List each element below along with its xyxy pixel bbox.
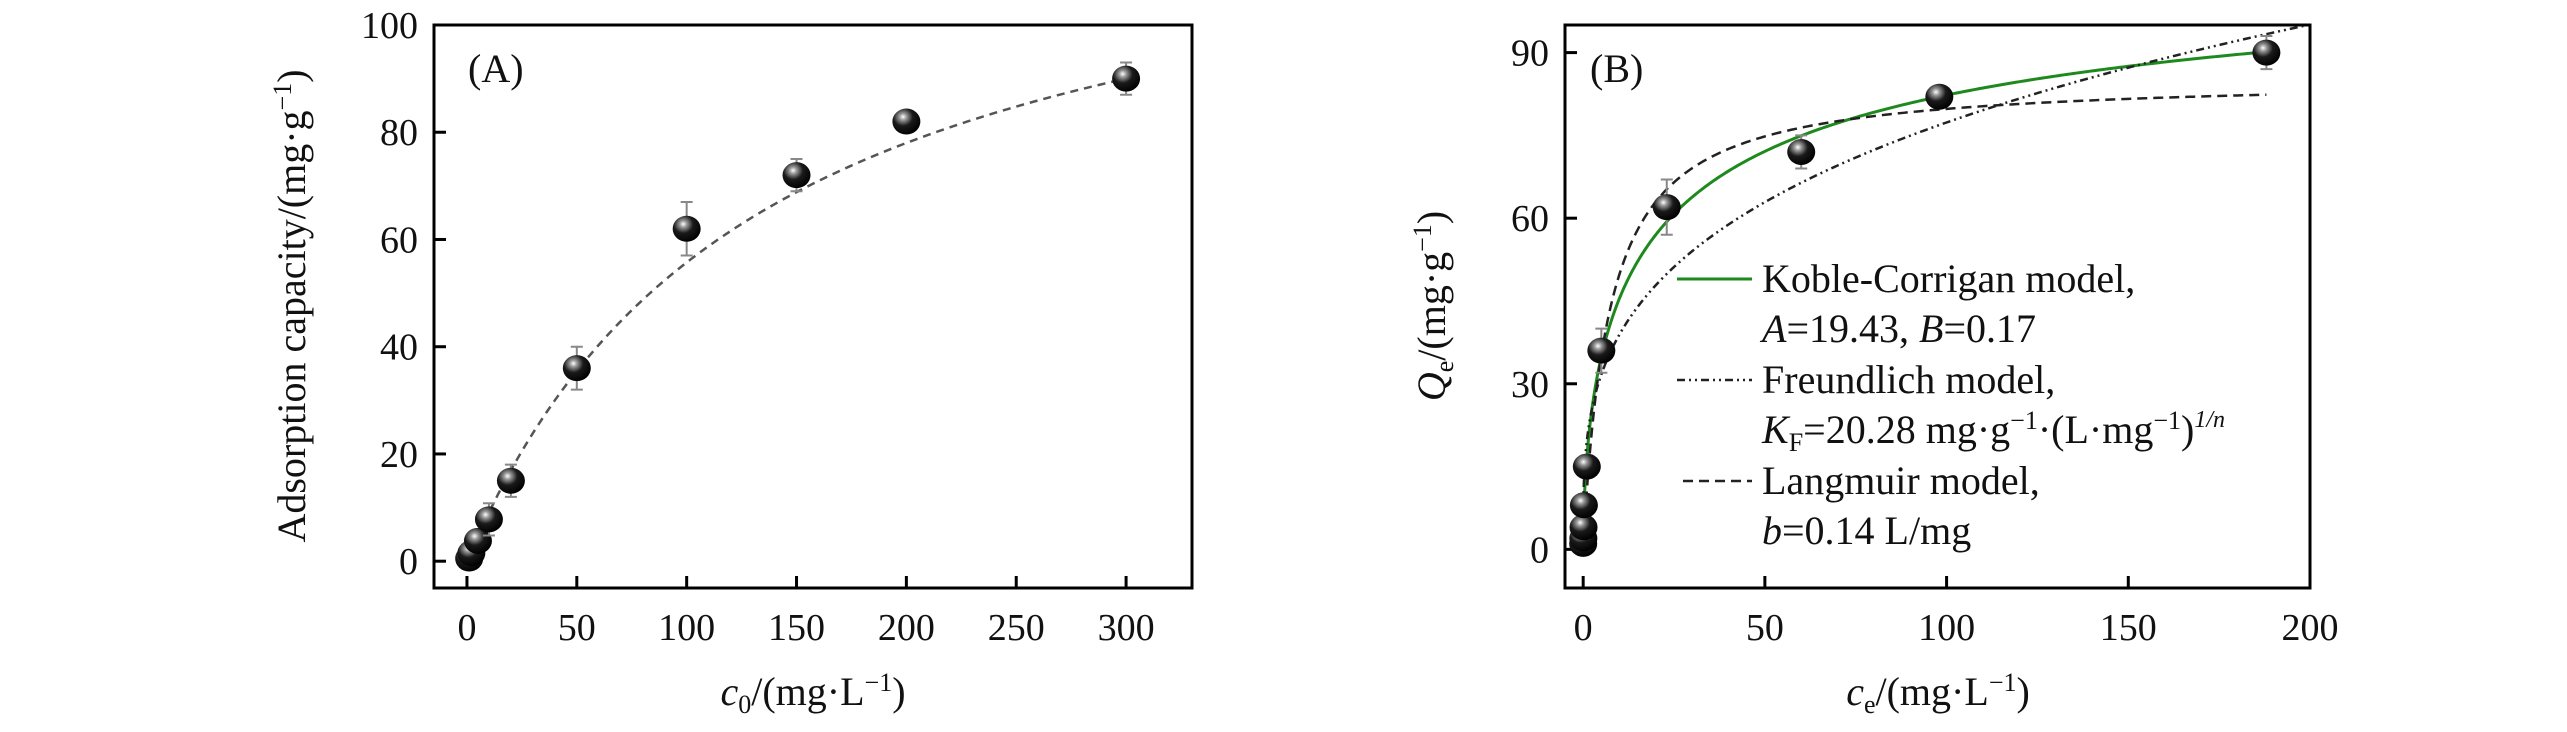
panel-label-b: (B) [1590, 46, 1643, 91]
data-point [1652, 194, 1681, 221]
panel-label-a: (A) [468, 46, 524, 91]
y-axis-label-a: Adsorption capacity/(mg·g−1) [268, 69, 314, 542]
model-curves-b [1581, 26, 2309, 550]
data-point [1787, 138, 1816, 165]
y-tick-label: 60 [1511, 198, 1549, 240]
data-point [562, 355, 591, 382]
data-point [1112, 65, 1141, 92]
legend: Koble-Corrigan model, A=19.43, B=0.17 Fr… [1677, 256, 2225, 553]
data-point [1925, 83, 1954, 110]
x-tick-label: 100 [658, 607, 715, 649]
legend-params-freundlich: KF=20.28 mg·g−1·(L·mg−1)1/n [1761, 406, 2225, 457]
y-tick-label: 40 [380, 327, 418, 369]
x-tick-label: 50 [1746, 607, 1784, 649]
legend-params-langmuir: b=0.14 L/mg [1762, 508, 1971, 553]
data-point [1569, 492, 1598, 519]
panel-b: 0 50 100 150 200 0 30 60 90 (B) Qe/(mg·g−1) ce/(… [1408, 23, 2339, 719]
data-point [1587, 337, 1616, 364]
fit-curve-a [465, 77, 1127, 562]
x-tick-label: 200 [878, 607, 935, 649]
y-tick-label: 100 [361, 5, 418, 47]
y-tick-label: 20 [380, 434, 418, 476]
y-tick-label: 60 [380, 219, 418, 261]
x-tick-label: 0 [457, 607, 476, 649]
y-tick-label: 0 [1530, 529, 1549, 571]
y-tick-label: 0 [399, 541, 418, 583]
y-tick-label: 80 [380, 112, 418, 154]
data-point [672, 215, 701, 242]
x-tick-label: 150 [2100, 607, 2157, 649]
data-point [496, 467, 525, 494]
panel-a: 0 50 100 150 200 250 300 0 20 40 60 80 100 (A) Adsor… [268, 5, 1194, 719]
y-axis-label-b: Qe/(mg·g−1) [1408, 211, 1459, 401]
legend-params-koble-corrigan: A=19.43, B=0.17 [1759, 306, 2036, 351]
x-tick-label: 300 [1098, 607, 1155, 649]
plot-frame-a [432, 23, 1194, 590]
x-tick-label: 200 [2282, 607, 2339, 649]
data-point [474, 506, 503, 533]
x-tick-label: 250 [988, 607, 1045, 649]
x-tick-label: 50 [558, 607, 596, 649]
x-axis-label-a: c0/(mg·L−1) [720, 668, 905, 719]
data-point [1569, 514, 1598, 541]
y-tick-label: 90 [1511, 33, 1549, 75]
data-point [463, 527, 492, 554]
data-point [892, 108, 921, 135]
fit-line [465, 77, 1127, 562]
data-point [2252, 39, 2281, 66]
x-tick-label: 150 [768, 607, 825, 649]
x-axis-label-b: ce/(mg·L−1) [1846, 668, 2030, 719]
data-point [782, 162, 811, 189]
legend-label-freundlich: Freundlich model, [1762, 357, 2055, 402]
legend-label-langmuir: Langmuir model, [1762, 458, 2040, 503]
y-tick-label: 30 [1511, 364, 1549, 406]
legend-label-koble-corrigan: Koble-Corrigan model, [1762, 256, 2135, 301]
x-tick-label: 100 [1918, 607, 1975, 649]
model-curve-langmuir [1581, 93, 2267, 550]
data-point [1572, 453, 1601, 480]
plot-frame-b [1563, 23, 2312, 590]
x-tick-label: 0 [1574, 607, 1593, 649]
